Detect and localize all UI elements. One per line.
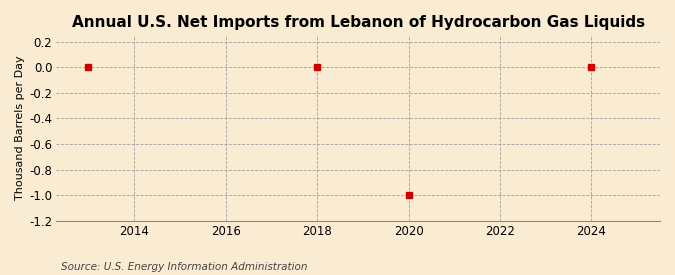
Text: Source: U.S. Energy Information Administration: Source: U.S. Energy Information Administ… <box>61 262 307 272</box>
Y-axis label: Thousand Barrels per Day: Thousand Barrels per Day <box>15 56 25 200</box>
Title: Annual U.S. Net Imports from Lebanon of Hydrocarbon Gas Liquids: Annual U.S. Net Imports from Lebanon of … <box>72 15 645 30</box>
